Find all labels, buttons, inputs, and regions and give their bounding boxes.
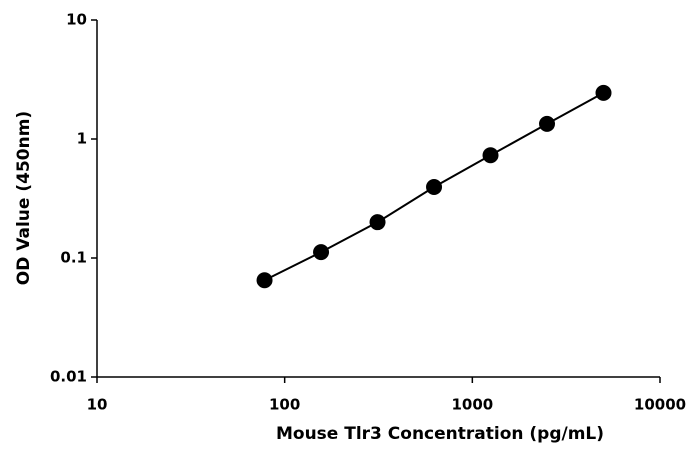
x-axis-label: Mouse Tlr3 Concentration (pg/mL)	[276, 424, 604, 444]
y-tick-label: 1	[77, 130, 87, 148]
y-tick-label: 0.1	[60, 249, 87, 267]
y-tick-label: 10	[66, 11, 87, 29]
x-tick-label: 10000	[634, 396, 686, 414]
data-point	[426, 179, 443, 196]
x-tick-label: 100	[269, 396, 300, 414]
y-tick-label: 0.01	[50, 368, 87, 386]
y-axis-label: OD Value (450nm)	[14, 111, 34, 285]
data-point	[482, 147, 499, 164]
data-point	[539, 115, 556, 132]
data-point	[595, 84, 612, 101]
x-tick-label: 10	[87, 396, 108, 414]
data-point	[256, 272, 273, 289]
data-point	[369, 214, 386, 231]
x-tick-label: 1000	[451, 396, 493, 414]
data-point	[313, 244, 330, 261]
